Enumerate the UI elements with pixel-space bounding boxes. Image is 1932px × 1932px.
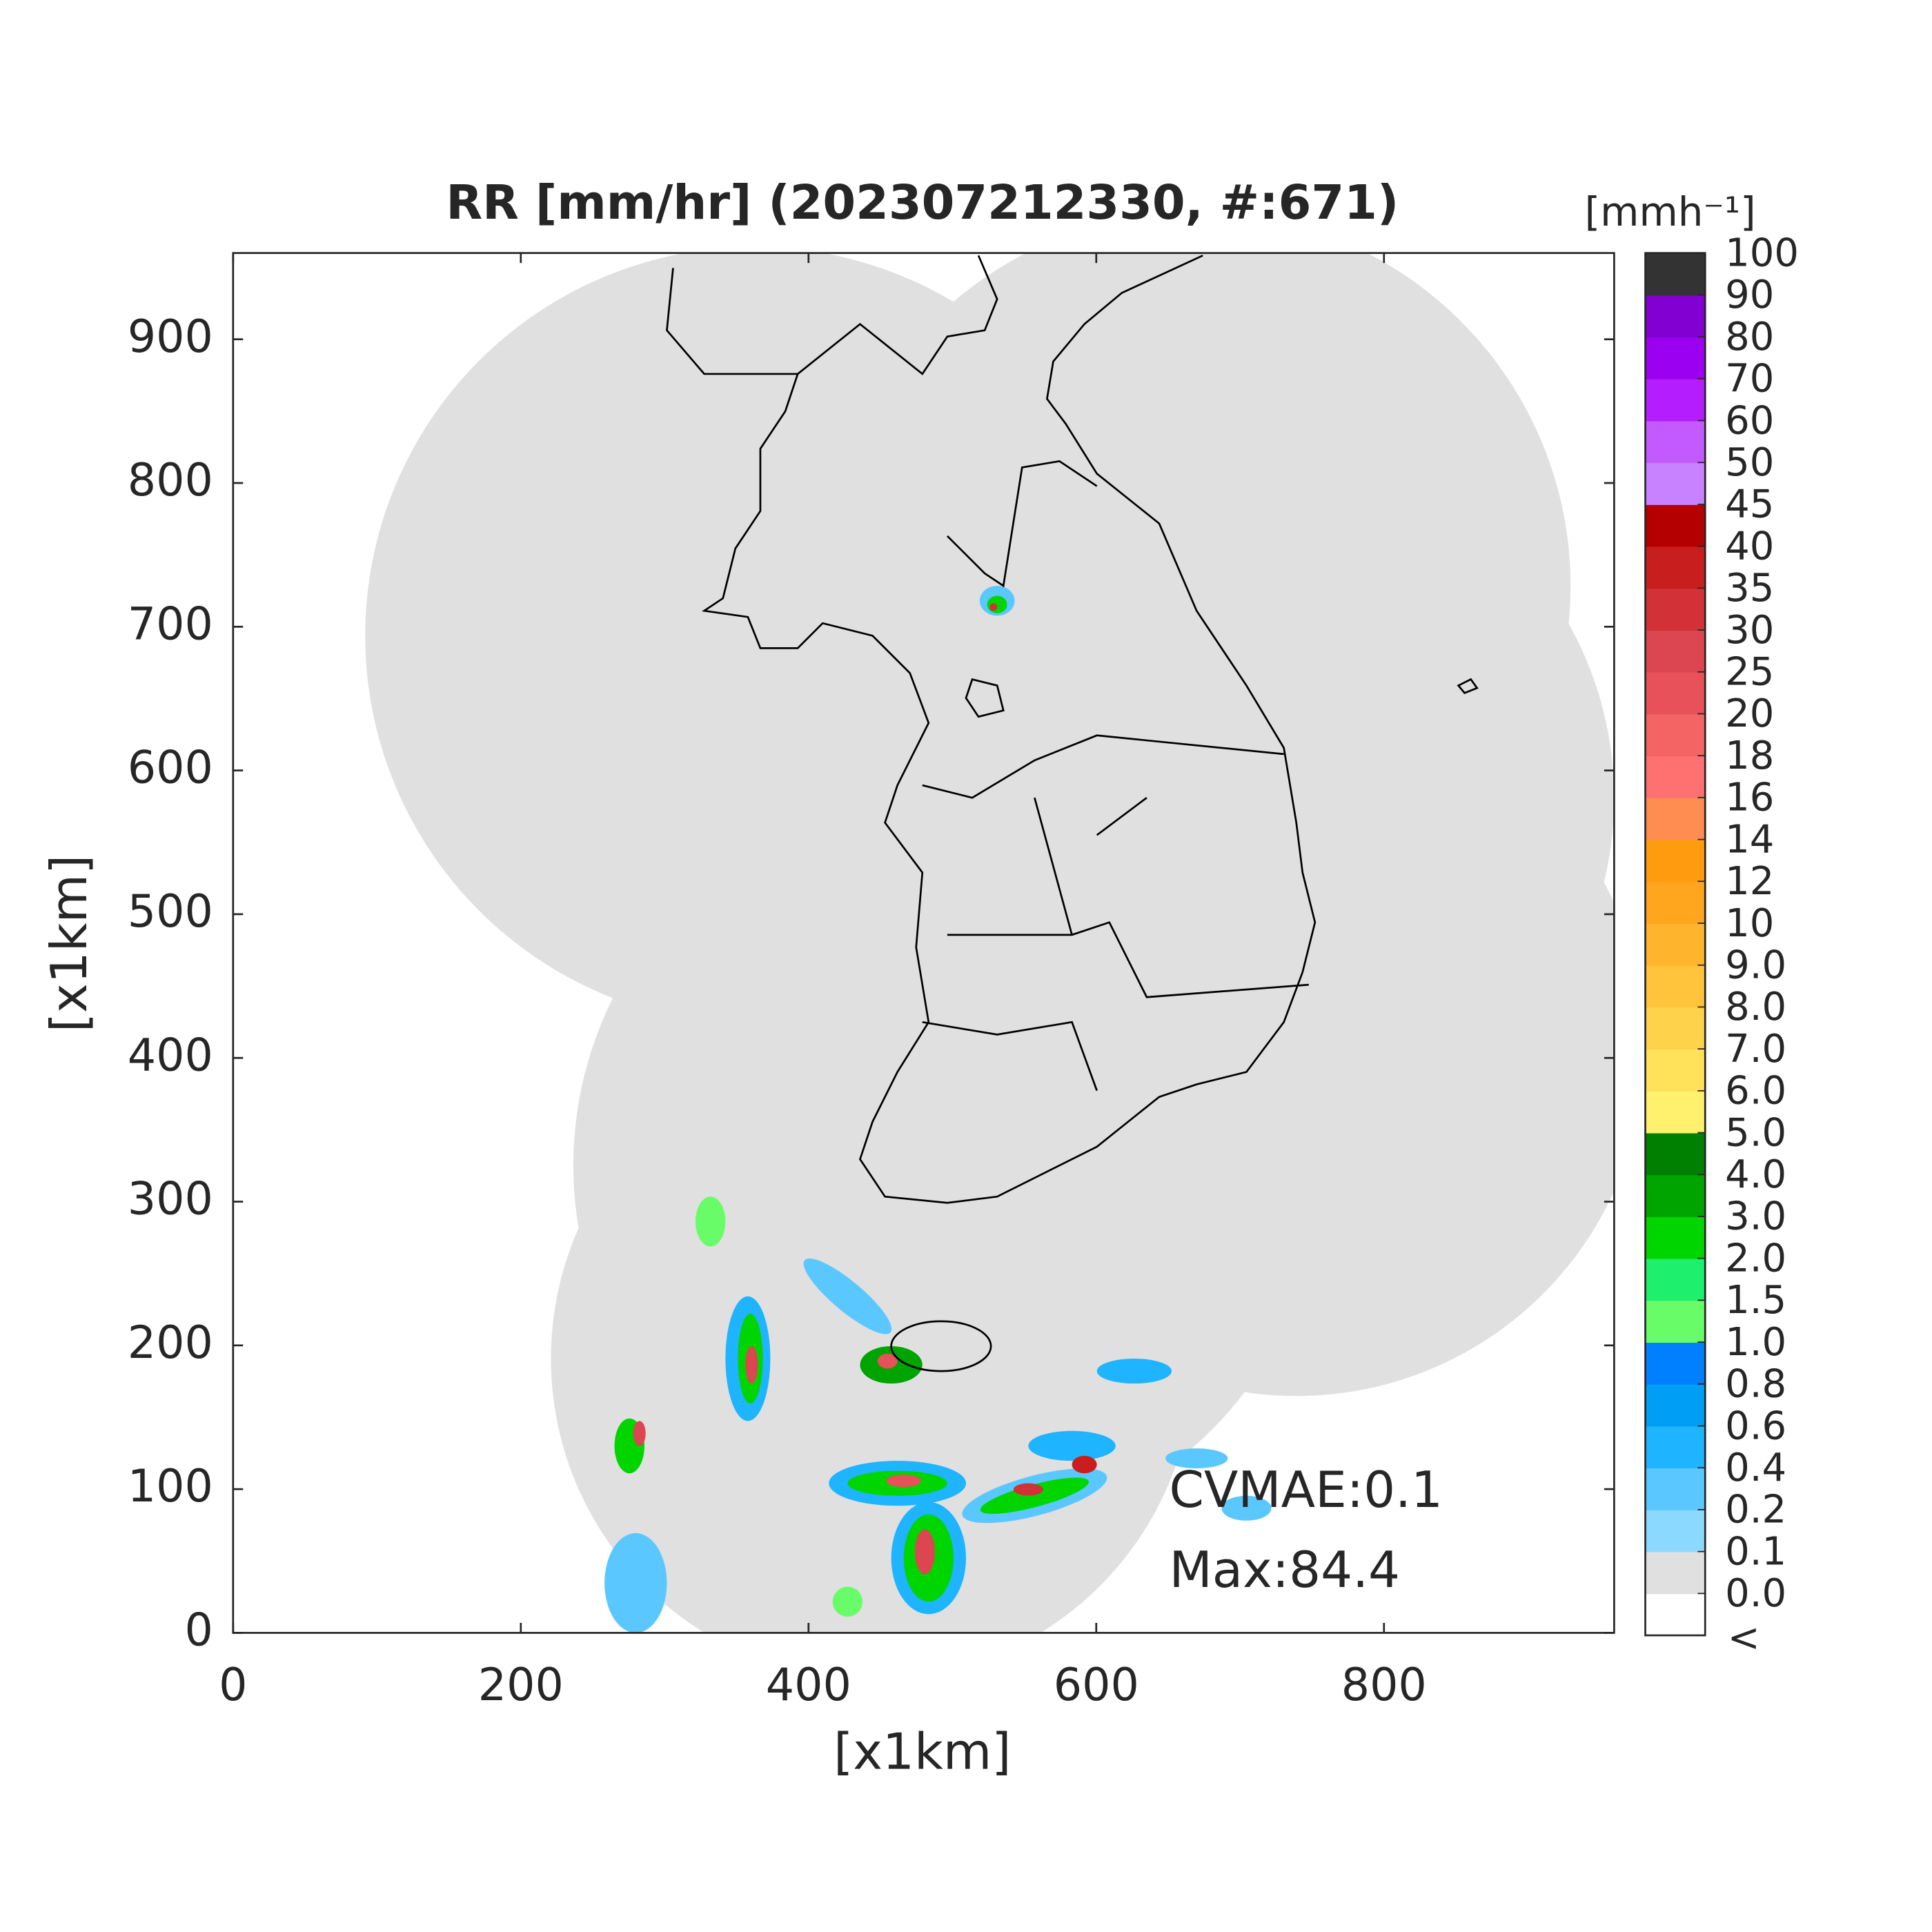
colorbar-segment: [1645, 546, 1706, 589]
y-tick-label: 900: [128, 311, 213, 363]
colorbar-segment: [1645, 1300, 1706, 1343]
colorbar-segment: [1645, 1216, 1706, 1259]
coastline: [666, 255, 1479, 1372]
colorbar-tick-label: 30: [1725, 608, 1774, 653]
y-tick-label: 600: [128, 742, 213, 794]
colorbar-segment: [1645, 756, 1706, 798]
colorbar-segment: [1645, 504, 1706, 547]
colorbar-segment: [1645, 1090, 1706, 1134]
y-tick-label: 200: [128, 1317, 213, 1369]
y-tick-label: 0: [185, 1605, 213, 1657]
colorbar-tick-label: 25: [1725, 650, 1774, 695]
colorbar-segment: [1645, 1174, 1706, 1217]
colorbar-segment: [1645, 295, 1706, 338]
y-axis-label: [x1km]: [41, 855, 99, 1032]
colorbar-segment: [1645, 1342, 1706, 1385]
y-tick-label: 700: [128, 598, 213, 650]
colorbar-segment: [1645, 588, 1706, 631]
x-tick-label: 0: [219, 1659, 247, 1711]
x-tick-label: 400: [766, 1659, 851, 1711]
colorbar-tick-label: 0.1: [1725, 1529, 1786, 1574]
colorbar-tick-label: 7.0: [1725, 1027, 1786, 1072]
colorbar-tick-label: 5.0: [1725, 1110, 1786, 1155]
colorbar-tick-label: 35: [1725, 566, 1774, 611]
x-tick-label: 800: [1341, 1659, 1427, 1711]
colorbar-tick-label: 6.0: [1725, 1069, 1786, 1114]
map-area: [365, 253, 1615, 1633]
colorbar-segment: [1645, 923, 1706, 966]
colorbar-segment: [1645, 253, 1706, 296]
colorbar-tick-label: 50: [1725, 440, 1774, 485]
colorbar-frame: [1644, 252, 1706, 1637]
colorbar-segment: [1645, 630, 1706, 673]
precipitation: [604, 586, 1272, 1633]
colorbar-segment: [1645, 1426, 1706, 1469]
colorbar-segment: [1645, 1049, 1706, 1092]
colorbar-segment: [1645, 1468, 1706, 1510]
y-tick-label: 800: [128, 455, 213, 506]
colorbar-below-label: <: [1728, 1615, 1760, 1660]
x-tick-label: 600: [1054, 1659, 1139, 1711]
colorbar-segment: [1645, 1132, 1706, 1176]
colorbar-tick-label: 70: [1725, 357, 1774, 402]
colorbar-segment: [1645, 1551, 1706, 1595]
colorbar-tick-label: 18: [1725, 733, 1774, 778]
y-tick-label: 300: [128, 1174, 213, 1225]
colorbar-tick-label: 45: [1725, 482, 1774, 527]
colorbar-segment: [1645, 420, 1706, 464]
annotation: CVMAE:0.1: [1169, 1461, 1443, 1519]
colorbar-label: [mmh⁻¹]: [1585, 188, 1756, 235]
colorbar-tick-label: 2.0: [1725, 1236, 1786, 1281]
colorbar-segment: [1645, 337, 1706, 379]
colorbar-segment: [1645, 881, 1706, 924]
colorbar-tick-label: 12: [1725, 859, 1774, 904]
colorbar-tick-label: 1.0: [1725, 1320, 1786, 1365]
colorbar-segment: [1645, 1383, 1706, 1427]
colorbar-segment: [1645, 462, 1706, 505]
colorbar-tick-label: 60: [1725, 398, 1774, 443]
x-axis-label: [x1km]: [834, 1723, 1011, 1781]
colorbar-tick-label: 0.2: [1725, 1488, 1786, 1532]
colorbar-segment: [1645, 1509, 1706, 1552]
colorbar-tick-label: 40: [1725, 524, 1774, 569]
colorbar-segment: [1645, 797, 1706, 840]
radar-coverage: [365, 253, 1615, 1633]
colorbar-tick-label: 20: [1725, 691, 1774, 736]
colorbar-tick-label: 80: [1725, 315, 1774, 359]
colorbar-tick-label: 0.8: [1725, 1362, 1786, 1407]
colorbar-segment: [1645, 1258, 1706, 1301]
x-tick-label: 200: [478, 1659, 564, 1711]
colorbar-tick-label: 90: [1725, 273, 1774, 317]
colorbar-tick-label: 100: [1725, 230, 1799, 275]
colorbar-segment: [1645, 1593, 1706, 1636]
colorbar-tick-label: 1.5: [1725, 1278, 1786, 1323]
y-tick-label: 500: [128, 886, 213, 938]
colorbar-tick-label: 0.4: [1725, 1446, 1786, 1490]
y-tick-label: 100: [128, 1461, 213, 1512]
colorbar-tick-label: 9.0: [1725, 943, 1786, 987]
colorbar-tick-label: 8.0: [1725, 985, 1786, 1029]
colorbar-segment: [1645, 378, 1706, 422]
colorbar-tick-label: 4.0: [1725, 1152, 1786, 1197]
colorbar-segment: [1645, 713, 1706, 757]
colorbar-tick-label: 14: [1725, 817, 1774, 862]
y-tick-label: 400: [128, 1029, 213, 1081]
colorbar-tick-label: 0.0: [1725, 1571, 1786, 1616]
colorbar-tick-label: 3.0: [1725, 1194, 1786, 1239]
colorbar-tick-label: 0.6: [1725, 1403, 1786, 1448]
colorbar-segment: [1645, 965, 1706, 1008]
annotation: Max:84.4: [1169, 1541, 1400, 1599]
colorbar-segment: [1645, 839, 1706, 883]
colorbar-tick-label: 10: [1725, 901, 1774, 946]
colorbar-segment: [1645, 1007, 1706, 1050]
chart-title: RR [mm/hr] (202307212330, #:671): [446, 175, 1399, 230]
colorbar-tick-label: 16: [1725, 776, 1774, 820]
plot-frame: [232, 252, 1615, 1634]
colorbar-segment: [1645, 671, 1706, 715]
